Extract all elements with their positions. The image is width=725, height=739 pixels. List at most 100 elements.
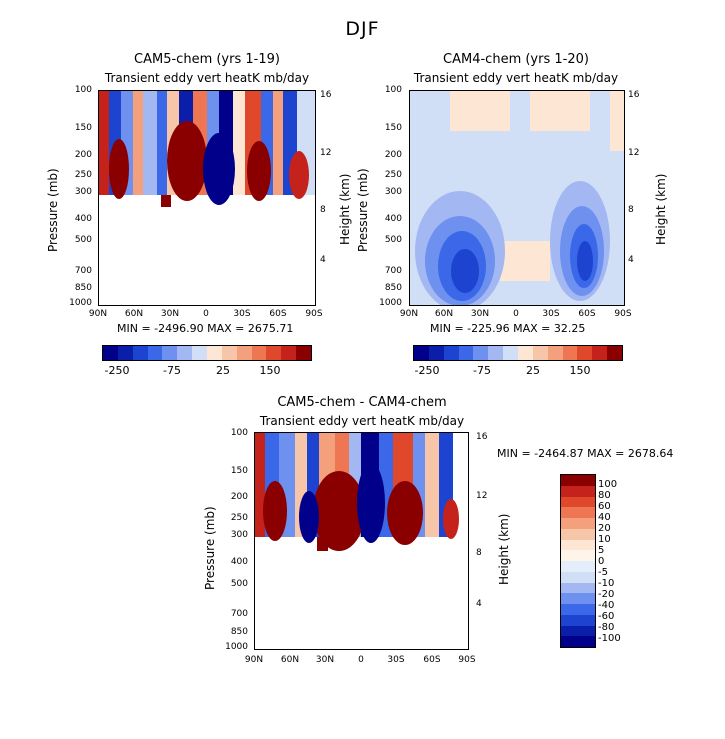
p3-htick: 16 [476,432,488,442]
p1-stats: MIN = -2496.90 MAX = 2675.71 [117,322,294,335]
p3-cbar-label: 80 [598,490,611,501]
p2-cbar-label: -250 [414,364,440,377]
p3-cbar-label: 100 [598,479,618,490]
p2-cbar-label: -75 [473,364,491,377]
p2-xtick: 60S [578,309,596,319]
p1-colorbar [102,345,312,361]
p3-xtick: 90S [458,655,476,665]
p2-rlabel: Height (km) [654,173,668,245]
p3-cbar-label: 40 [598,512,611,523]
p1-cbar-label: 150 [259,364,281,377]
p1-xtick: 30N [160,309,180,319]
p1-xtick: 60S [269,309,287,319]
p1-xtick: 90S [305,309,323,319]
p2-cbar-label: 150 [569,364,591,377]
p1-ptick: 150 [74,123,92,133]
p3-ptick: 400 [230,557,248,567]
p1-cbar-label: -75 [163,364,181,377]
panel3-title: CAM5-chem - CAM4-chem [277,395,447,410]
p2-ptick: 100 [384,85,402,95]
p3-htick: 12 [476,491,488,501]
p3-ptick: 300 [230,530,248,540]
p3-cbar-label: -80 [598,622,615,633]
p2-xtick: 30S [542,309,560,319]
p1-cbar-label: -250 [104,364,130,377]
p3-xtick: 60N [280,655,300,665]
p1-ptick: 250 [74,170,92,180]
panel1-title: CAM5-chem (yrs 1-19) [134,52,280,67]
p2-cbar-label: 25 [526,364,540,377]
p2-xtick: 90N [399,309,419,319]
p3-ptick: 250 [230,513,248,523]
panel1-field [99,91,315,207]
p1-ptick: 100 [74,85,92,95]
p3-ptick: 700 [230,609,248,619]
panel3-subtitle: Transient eddy vert heatK mb/day [259,414,465,428]
p2-htick: 8 [628,205,634,215]
p3-cbar-label: -20 [598,589,615,600]
p2-htick: 16 [628,90,640,100]
p3-ptick: 850 [230,627,248,637]
p3-colorbar [560,474,596,648]
p2-ptick: 500 [384,235,402,245]
p2-stats: MIN = -225.96 MAX = 32.25 [430,322,586,335]
p1-ptick: 200 [74,150,92,160]
p2-ylabel: Pressure (mb) [356,168,370,252]
p3-ptick: 1000 [225,642,248,652]
p3-cbar-label: 60 [598,501,611,512]
panel1-subtitle: Transient eddy vert heatK mb/day [104,71,310,85]
p3-htick: 8 [476,548,482,558]
p1-xtick: 30S [233,309,251,319]
p3-ptick: 150 [230,466,248,476]
p3-xtick: 30S [387,655,405,665]
p2-ptick: 150 [384,123,402,133]
panel2-title: CAM4-chem (yrs 1-20) [443,52,589,67]
p3-ptick: 100 [230,428,248,438]
p1-ptick: 700 [74,266,92,276]
panel3-field [255,433,468,551]
p1-xtick: 60N [124,309,144,319]
p3-cbar-label: -40 [598,600,615,611]
p2-ptick: 700 [384,266,402,276]
p2-ptick: 400 [384,214,402,224]
p3-ylabel: Pressure (mb) [203,506,217,590]
p2-colorbar [413,345,623,361]
panel2-plot [409,90,625,306]
p1-htick: 8 [320,205,326,215]
p3-stats: MIN = -2464.87 MAX = 2678.64 [497,447,674,460]
p1-ylabel: Pressure (mb) [46,168,60,252]
p1-rlabel: Height (km) [338,173,352,245]
p3-cbar-label: 20 [598,523,611,534]
p3-cbar-label: -100 [598,633,621,644]
panel3-plot [254,432,469,650]
p1-cbar-label: 25 [216,364,230,377]
p1-ptick: 500 [74,235,92,245]
p3-cbar-label: 0 [598,556,605,567]
p2-ptick: 1000 [379,298,402,308]
p2-ptick: 300 [384,187,402,197]
p1-xtick: 90N [88,309,108,319]
p3-xtick: 0 [358,655,364,665]
p2-xtick: 0 [513,309,519,319]
p1-ptick: 400 [74,214,92,224]
figure-title: DJF [345,18,380,40]
p1-htick: 4 [320,255,326,265]
p1-xtick: 0 [203,309,209,319]
p3-cbar-label: 10 [598,534,611,545]
p1-ptick: 850 [74,283,92,293]
p3-cbar-label: -5 [598,567,608,578]
p2-htick: 12 [628,148,640,158]
p3-cbar-label: -10 [598,578,615,589]
panel1-plot [98,90,316,306]
p3-ptick: 500 [230,579,248,589]
p3-xtick: 30N [315,655,335,665]
p1-htick: 12 [320,148,332,158]
panel2-field [410,91,624,305]
p1-htick: 16 [320,90,332,100]
p2-ptick: 250 [384,170,402,180]
p2-xtick: 60N [434,309,454,319]
p1-ptick: 1000 [69,298,92,308]
p2-htick: 4 [628,255,634,265]
p1-ptick: 300 [74,187,92,197]
p3-xtick: 60S [423,655,441,665]
